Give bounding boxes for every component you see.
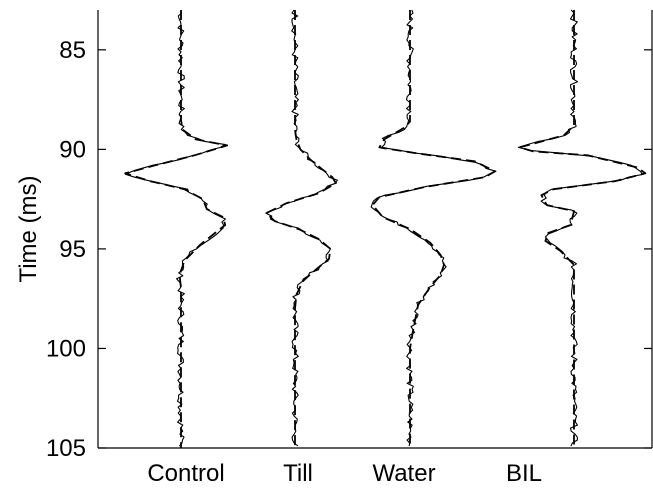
category-label: Water	[372, 460, 435, 487]
y-tick-label: 95	[59, 236, 86, 263]
category-labels: Control Till Water BIL	[147, 460, 542, 487]
traces-layer	[124, 9, 647, 448]
y-axis-title: Time (ms)	[15, 175, 42, 282]
y-tick-label: 85	[59, 37, 86, 64]
category-label: Control	[147, 460, 224, 487]
category-label: Till	[283, 460, 313, 487]
trace-solid-bil	[517, 9, 644, 447]
trace-dashed-till	[265, 10, 337, 448]
trace-solid-till	[265, 9, 338, 447]
category-label: BIL	[506, 460, 542, 487]
y-tick-label: 90	[59, 136, 86, 163]
y-tick-label: 105	[46, 435, 86, 462]
y-tick-label: 100	[46, 335, 86, 362]
trace-solid-water	[370, 9, 497, 447]
trace-solid-control	[124, 9, 226, 447]
axes-layer: 85 90 95 100 105	[46, 10, 653, 462]
